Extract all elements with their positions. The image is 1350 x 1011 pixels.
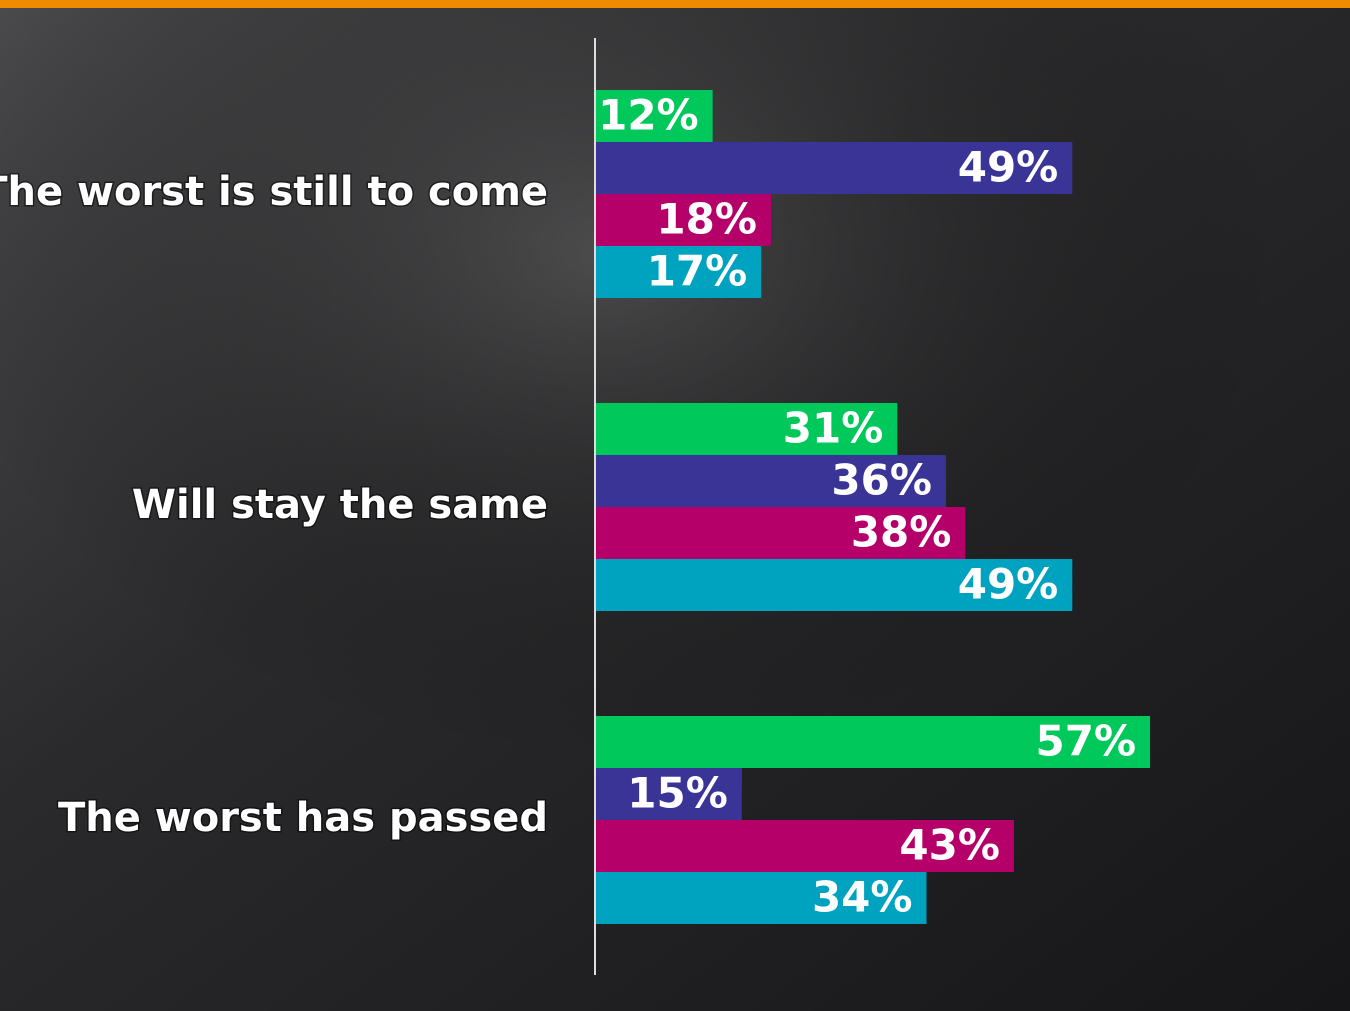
value-label: 34%: [812, 873, 913, 922]
bar: [596, 820, 1014, 872]
value-label: 12%: [598, 91, 699, 140]
bar: [596, 142, 1073, 194]
category-label: Will stay the same: [132, 482, 548, 528]
bar: [596, 403, 898, 455]
bar: [596, 90, 713, 142]
value-label: 15%: [627, 769, 728, 818]
value-label: 31%: [783, 404, 884, 453]
value-label: 18%: [656, 195, 757, 244]
bar: [596, 559, 1073, 611]
category-label: The worst is still to come: [0, 169, 548, 215]
value-label: 17%: [647, 247, 748, 296]
bar: [596, 507, 966, 559]
bar: [596, 716, 1151, 768]
value-label: 36%: [831, 456, 932, 505]
value-label: 49%: [958, 560, 1059, 609]
value-label: 57%: [1036, 717, 1137, 766]
value-label: 49%: [958, 143, 1059, 192]
category-label: The worst has passed: [58, 795, 548, 841]
bar: [596, 194, 771, 246]
bar: [596, 872, 927, 924]
value-label: 43%: [899, 821, 1000, 870]
bar: [596, 768, 742, 820]
bar: [596, 455, 946, 507]
top-band: [0, 0, 1350, 8]
value-label: 38%: [851, 508, 952, 557]
bar: [596, 246, 762, 298]
